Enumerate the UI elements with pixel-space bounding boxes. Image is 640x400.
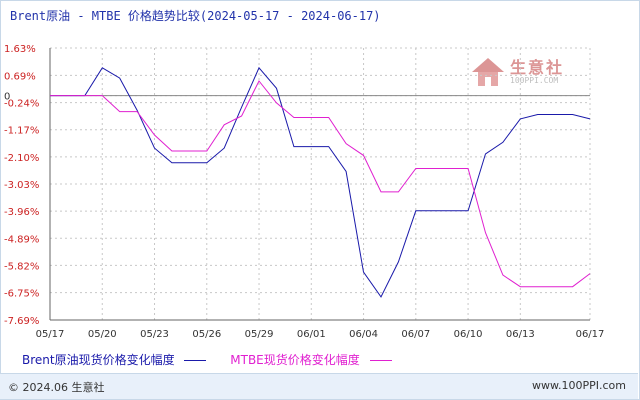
x-tick-label: 06/07 bbox=[401, 329, 430, 340]
legend-item-mtbe: MTBE现货价格变化幅度 bbox=[230, 351, 392, 368]
legend: Brent原油现货价格变化幅度 MTBE现货价格变化幅度 bbox=[22, 351, 412, 368]
y-tick-label: -2.10% bbox=[4, 153, 39, 164]
axes bbox=[49, 48, 590, 321]
y-tick-label: -3.96% bbox=[4, 207, 39, 218]
legend-label-mtbe: MTBE现货价格变化幅度 bbox=[230, 353, 360, 367]
copyright-text: © 2024.06 生意社 bbox=[8, 381, 105, 394]
x-tick-label: 06/01 bbox=[297, 329, 326, 340]
x-tick-labels: 05/17 05/20 05/23 05/26 05/29 06/01 06/04 06/07… bbox=[36, 329, 605, 340]
x-tick-label: 05/29 bbox=[245, 329, 274, 340]
y-tick-label: -6.75% bbox=[4, 289, 39, 300]
x-tick-label: 05/20 bbox=[88, 329, 117, 340]
brent-line bbox=[50, 66, 591, 298]
watermark-url: 100PPI.COM bbox=[510, 76, 559, 85]
x-tick-label: 05/17 bbox=[36, 329, 65, 340]
y-tick-label: 1.63% bbox=[4, 44, 36, 55]
footer-bar: © 2024.06 生意社 www.100PPI.com bbox=[0, 373, 638, 399]
legend-swatch-mtbe bbox=[369, 360, 392, 361]
line-chart: 1.63% 0.69% 0-0.24% -1.17% -2.10% -3.03% -3.96… bbox=[4, 44, 605, 340]
series-lines bbox=[50, 66, 591, 298]
x-tick-label: 06/13 bbox=[506, 329, 535, 340]
legend-label-brent: Brent原油现货价格变化幅度 bbox=[22, 353, 175, 367]
x-tick-label: 06/17 bbox=[576, 329, 605, 340]
y-tick-label: -5.82% bbox=[4, 261, 39, 272]
y-tick-label: -3.03% bbox=[4, 180, 39, 191]
mtbe-line bbox=[50, 80, 591, 288]
legend-item-brent: Brent原油现货价格变化幅度 bbox=[22, 351, 207, 368]
y-tick-label: 0 bbox=[4, 92, 10, 103]
y-tick-label: -0.24% bbox=[4, 99, 39, 110]
house-logo-icon bbox=[472, 58, 504, 86]
y-tick-label: 0.69% bbox=[4, 71, 36, 82]
x-tick-label: 05/26 bbox=[192, 329, 221, 340]
x-tick-label: 06/04 bbox=[349, 329, 378, 340]
chart-title: Brent原油 - MTBE 价格趋势比较(2024-05-17 - 2024-… bbox=[10, 9, 381, 23]
watermark: 生意社 100PPI.COM bbox=[470, 54, 580, 90]
site-link[interactable]: www.100PPI.com bbox=[532, 379, 626, 392]
y-tick-label: -1.17% bbox=[4, 126, 39, 137]
y-tick-label: -4.89% bbox=[4, 234, 39, 245]
grid-lines bbox=[49, 47, 591, 321]
x-tick-label: 06/10 bbox=[454, 329, 483, 340]
y-tick-label: -7.69% bbox=[4, 316, 39, 327]
legend-swatch-brent bbox=[184, 360, 207, 361]
y-tick-labels: 1.63% 0.69% 0-0.24% -1.17% -2.10% -3.03% -3.96… bbox=[4, 44, 39, 327]
watermark-name: 生意社 bbox=[510, 58, 565, 77]
x-tick-label: 05/23 bbox=[140, 329, 169, 340]
